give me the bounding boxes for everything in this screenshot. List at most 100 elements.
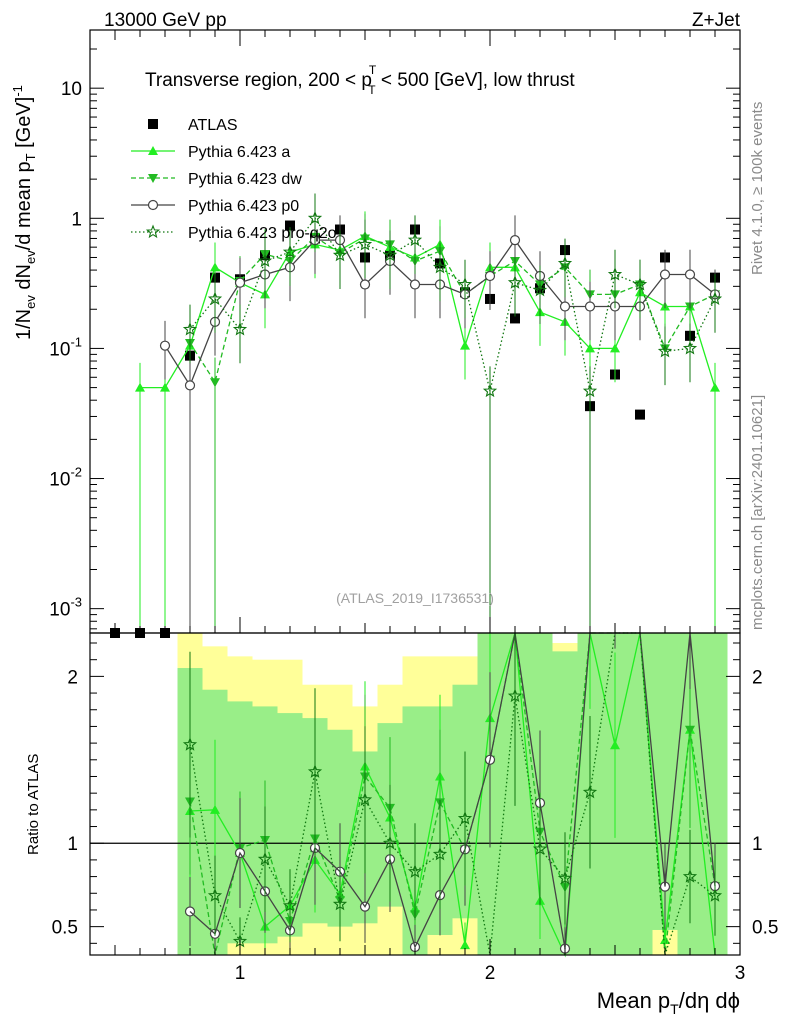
data-point [584, 301, 596, 312]
data-point [359, 279, 371, 290]
data-point [160, 382, 170, 392]
data-point [382, 247, 398, 262]
ratio-y-axis-label: Ratio to ATLAS [25, 754, 42, 855]
chart-title-part-a: Transverse region, 200 < p [145, 70, 372, 91]
data-point [559, 301, 571, 312]
legend-marker [148, 146, 158, 155]
data-point [234, 277, 246, 288]
data-point [509, 234, 521, 246]
data-point [207, 291, 223, 306]
y-tick-label-exp: -1 [70, 334, 82, 349]
ratio-tick-label-right: 0.5 [752, 918, 778, 939]
ratio-line [189, 632, 716, 958]
data-point [282, 244, 298, 259]
legend-label: Pythia 6.423 p0 [188, 198, 299, 215]
y-tick-label-exp: -3 [70, 595, 82, 610]
data-point [707, 291, 723, 306]
data-point [682, 340, 698, 355]
data-point [184, 380, 196, 391]
legend: ATLAS Pythia 6.423 a Pythia 6.423 dw Pythia… [131, 117, 337, 242]
chart-title-sup: T [368, 83, 376, 97]
y-axis-label: 1/Nev dNev/d mean pT [GeV]-1 [10, 85, 38, 340]
data-point [285, 220, 295, 231]
legend-marker [145, 224, 161, 239]
ratio-point [685, 725, 695, 735]
analysis-id: (ATLAS_2019_I1736531) [336, 590, 494, 606]
ratio-point [282, 898, 298, 912]
legend-label: Pythia 6.423 dw [188, 171, 302, 188]
data-point [632, 276, 648, 291]
chart-title-part-b: < 500 [GeV], low thrust [376, 70, 576, 91]
x-tick-label: 2 [485, 963, 496, 984]
data-point [557, 255, 573, 270]
data-point [357, 236, 373, 251]
data-point [332, 247, 348, 262]
band-green [627, 633, 653, 955]
legend-marker [148, 119, 158, 129]
data-point [210, 262, 220, 272]
data-point [507, 275, 523, 289]
ratio-point [182, 737, 198, 751]
data-point [484, 270, 496, 282]
mcplots-label: mcplots.cern.ch [arXiv:2401.10621] [749, 395, 766, 630]
rivet-label: Rivet 4.1.0, ≥ 100k events [749, 102, 766, 275]
data-point [409, 279, 421, 290]
data-point [610, 343, 620, 353]
data-point [307, 210, 323, 225]
data-point [210, 378, 220, 388]
data-point [482, 383, 498, 398]
data-point [585, 343, 595, 353]
ratio-point [307, 764, 323, 778]
data-point [710, 382, 720, 392]
ratio-point [407, 864, 423, 878]
data-point [510, 313, 520, 324]
ratio-point [582, 784, 598, 799]
series-line [189, 217, 716, 392]
data-point [182, 321, 198, 336]
ratio-point [432, 846, 448, 861]
header-right: Z+Jet [692, 10, 741, 31]
y-tick-label: 10-2 [49, 465, 82, 491]
data-point [135, 382, 145, 392]
data-point [657, 343, 673, 358]
ratio-tick-label: 0.5 [52, 918, 78, 939]
legend-marker [147, 199, 159, 211]
ratio-tick-label-right: 2 [752, 667, 763, 688]
ratio-point [257, 851, 273, 866]
ratio-point [707, 888, 723, 902]
data-point [684, 269, 696, 280]
legend-marker [148, 174, 158, 183]
header-left: 13000 GeV pp [104, 10, 227, 31]
data-point [432, 259, 448, 274]
data-point [457, 276, 473, 291]
data-point [460, 340, 470, 350]
series-layer [110, 193, 723, 958]
ratio-point [557, 870, 573, 885]
legend-label: Pythia 6.423 pro-q2o [188, 225, 337, 242]
ratio-point [682, 869, 698, 883]
ratio-point [332, 896, 348, 911]
data-point [159, 340, 171, 351]
data-point [232, 321, 248, 336]
y-tick-label: 10 [61, 79, 82, 100]
y-tick-label-exp: -2 [70, 465, 82, 480]
data-point [582, 383, 598, 398]
chart-title-sub: T [369, 63, 377, 77]
data-point [532, 282, 548, 297]
ratio-point [457, 810, 473, 825]
series-4 [182, 193, 723, 633]
data-point [407, 232, 423, 247]
x-tick-label: 1 [235, 963, 246, 984]
data-point [659, 269, 671, 280]
chart-title: Transverse region, 200 < pT T < 500 [GeV]… [145, 63, 575, 97]
legend-label: Pythia 6.423 a [188, 144, 290, 161]
series-1 [135, 211, 720, 633]
data-point [635, 409, 645, 420]
y-tick-label: 10-1 [49, 334, 82, 360]
x-tick-label: 3 [735, 963, 746, 984]
legend-label: ATLAS [188, 117, 238, 134]
ratio-point [382, 835, 398, 850]
data-point [607, 266, 623, 281]
data-point [257, 253, 273, 267]
